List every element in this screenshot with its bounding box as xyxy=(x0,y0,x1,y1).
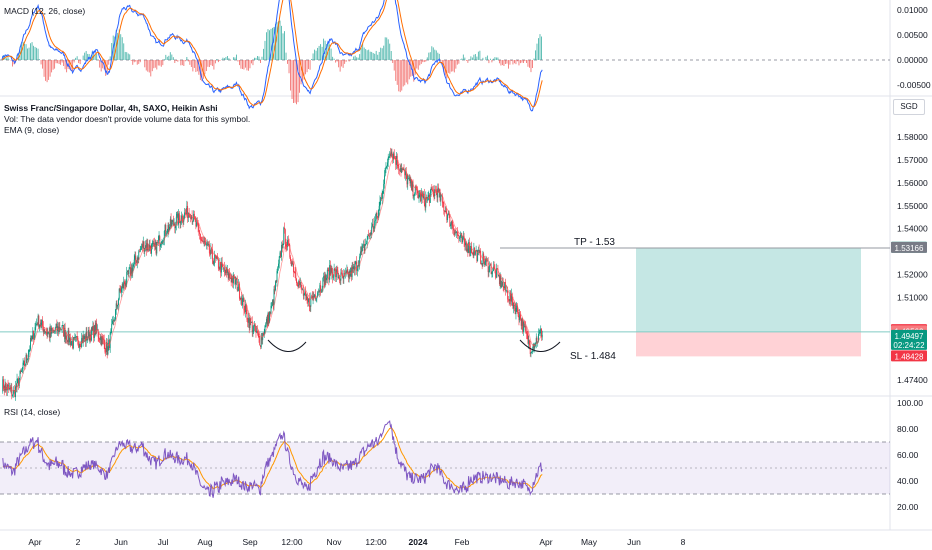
time-tick-label: 12:00 xyxy=(281,537,303,547)
price-tick-label: 1.47400 xyxy=(897,375,928,385)
bottom-arc-left xyxy=(267,339,307,352)
price-tick-label: 1.54000 xyxy=(897,224,928,234)
rsi-tick-label: 20.00 xyxy=(897,502,919,512)
rsi-ma-line xyxy=(2,427,543,490)
rsi-legend[interactable]: RSI (14, close) xyxy=(4,407,61,417)
take-profit-zone[interactable] xyxy=(636,247,861,332)
time-tick-label: 8 xyxy=(681,537,686,547)
rsi-tick-label: 60.00 xyxy=(897,450,919,460)
time-tick-label: 2024 xyxy=(409,537,428,547)
time-tick-label: Jun xyxy=(627,537,641,547)
price-tick-label: 1.57000 xyxy=(897,155,928,165)
macd-pane[interactable] xyxy=(0,0,890,112)
volume-note: Vol: The data vendor doesn't provide vol… xyxy=(4,114,251,124)
rsi-tick-label: 40.00 xyxy=(897,476,919,486)
currency-button[interactable]: SGD xyxy=(893,99,925,115)
tp-label: TP - 1.53 xyxy=(574,237,615,248)
chart-title[interactable]: Swiss Franc/Singapore Dollar, 4h, SAXO, … xyxy=(4,103,218,113)
rsi-pane[interactable] xyxy=(0,420,890,498)
time-tick-label: Feb xyxy=(455,537,470,547)
time-tick-label: May xyxy=(581,537,598,547)
stop-loss-zone[interactable] xyxy=(636,331,861,357)
price-tag-label: 1.48428 xyxy=(895,352,924,361)
price-tag: 1.53166 xyxy=(891,241,927,253)
macd-signal-line xyxy=(1,0,543,108)
price-tick-label: 1.52000 xyxy=(897,270,928,280)
price-tags: 1.531681.531661.495761.495621.4949702:24… xyxy=(891,241,927,362)
price-tag: 1.48428 xyxy=(891,350,927,362)
macd-tick-label: 0.00000 xyxy=(897,55,928,65)
macd-histogram xyxy=(3,20,542,105)
macd-legend[interactable]: MACD (12, 26, close) xyxy=(4,6,86,16)
price-tag-label: 1.53166 xyxy=(895,244,924,253)
time-tick-label: Jun xyxy=(114,537,128,547)
time-tick-label: Aug xyxy=(197,537,212,547)
sl-label: SL - 1.484 xyxy=(570,351,616,362)
price-tick-label: 1.56000 xyxy=(897,178,928,188)
rsi-tick-label: 100.00 xyxy=(897,398,923,408)
ema-legend[interactable]: EMA (9, close) xyxy=(4,125,60,135)
main-price-axis[interactable]: 1.58000 1.57000 1.56000 1.55000 1.54000 1.520… xyxy=(897,132,928,385)
time-tick-label: Nov xyxy=(326,537,342,547)
macd-tick-label: 0.01000 xyxy=(897,5,928,15)
macd-tick-label: -0.00500 xyxy=(897,80,931,90)
ema-line xyxy=(2,158,543,393)
rsi-tick-label: 80.00 xyxy=(897,424,919,434)
rsi-line xyxy=(2,420,543,498)
rsi-price-axis[interactable]: 100.00 80.00 60.00 40.00 20.00 xyxy=(897,398,923,512)
time-tick-label: Apr xyxy=(28,537,41,547)
time-tick-label: Apr xyxy=(539,537,552,547)
macd-price-axis[interactable]: 0.01000 0.00500 0.00000 -0.00500 xyxy=(897,5,931,90)
macd-tick-label: 0.00500 xyxy=(897,30,928,40)
price-tick-label: 1.58000 xyxy=(897,132,928,142)
macd-line xyxy=(1,0,543,112)
heikin-ashi-candles xyxy=(2,147,543,401)
main-price-pane[interactable]: TP - 1.53 SL - 1.484 xyxy=(0,147,890,401)
price-tick-label: 1.55000 xyxy=(897,201,928,211)
time-tick-label: Sep xyxy=(242,537,257,547)
time-tick-label: 12:00 xyxy=(365,537,387,547)
time-axis[interactable]: Apr 2 Jun Jul Aug Sep 12:00 Nov 12:00 2024 Feb Apr M… xyxy=(28,537,685,547)
countdown-label: 02:24:22 xyxy=(893,341,925,350)
price-tag-label: 1.49497 xyxy=(895,332,924,341)
time-tick-label: Jul xyxy=(158,537,169,547)
time-tick-label: 2 xyxy=(76,537,81,547)
price-tick-label: 1.51000 xyxy=(897,292,928,302)
bottom-arc-right xyxy=(519,339,561,352)
